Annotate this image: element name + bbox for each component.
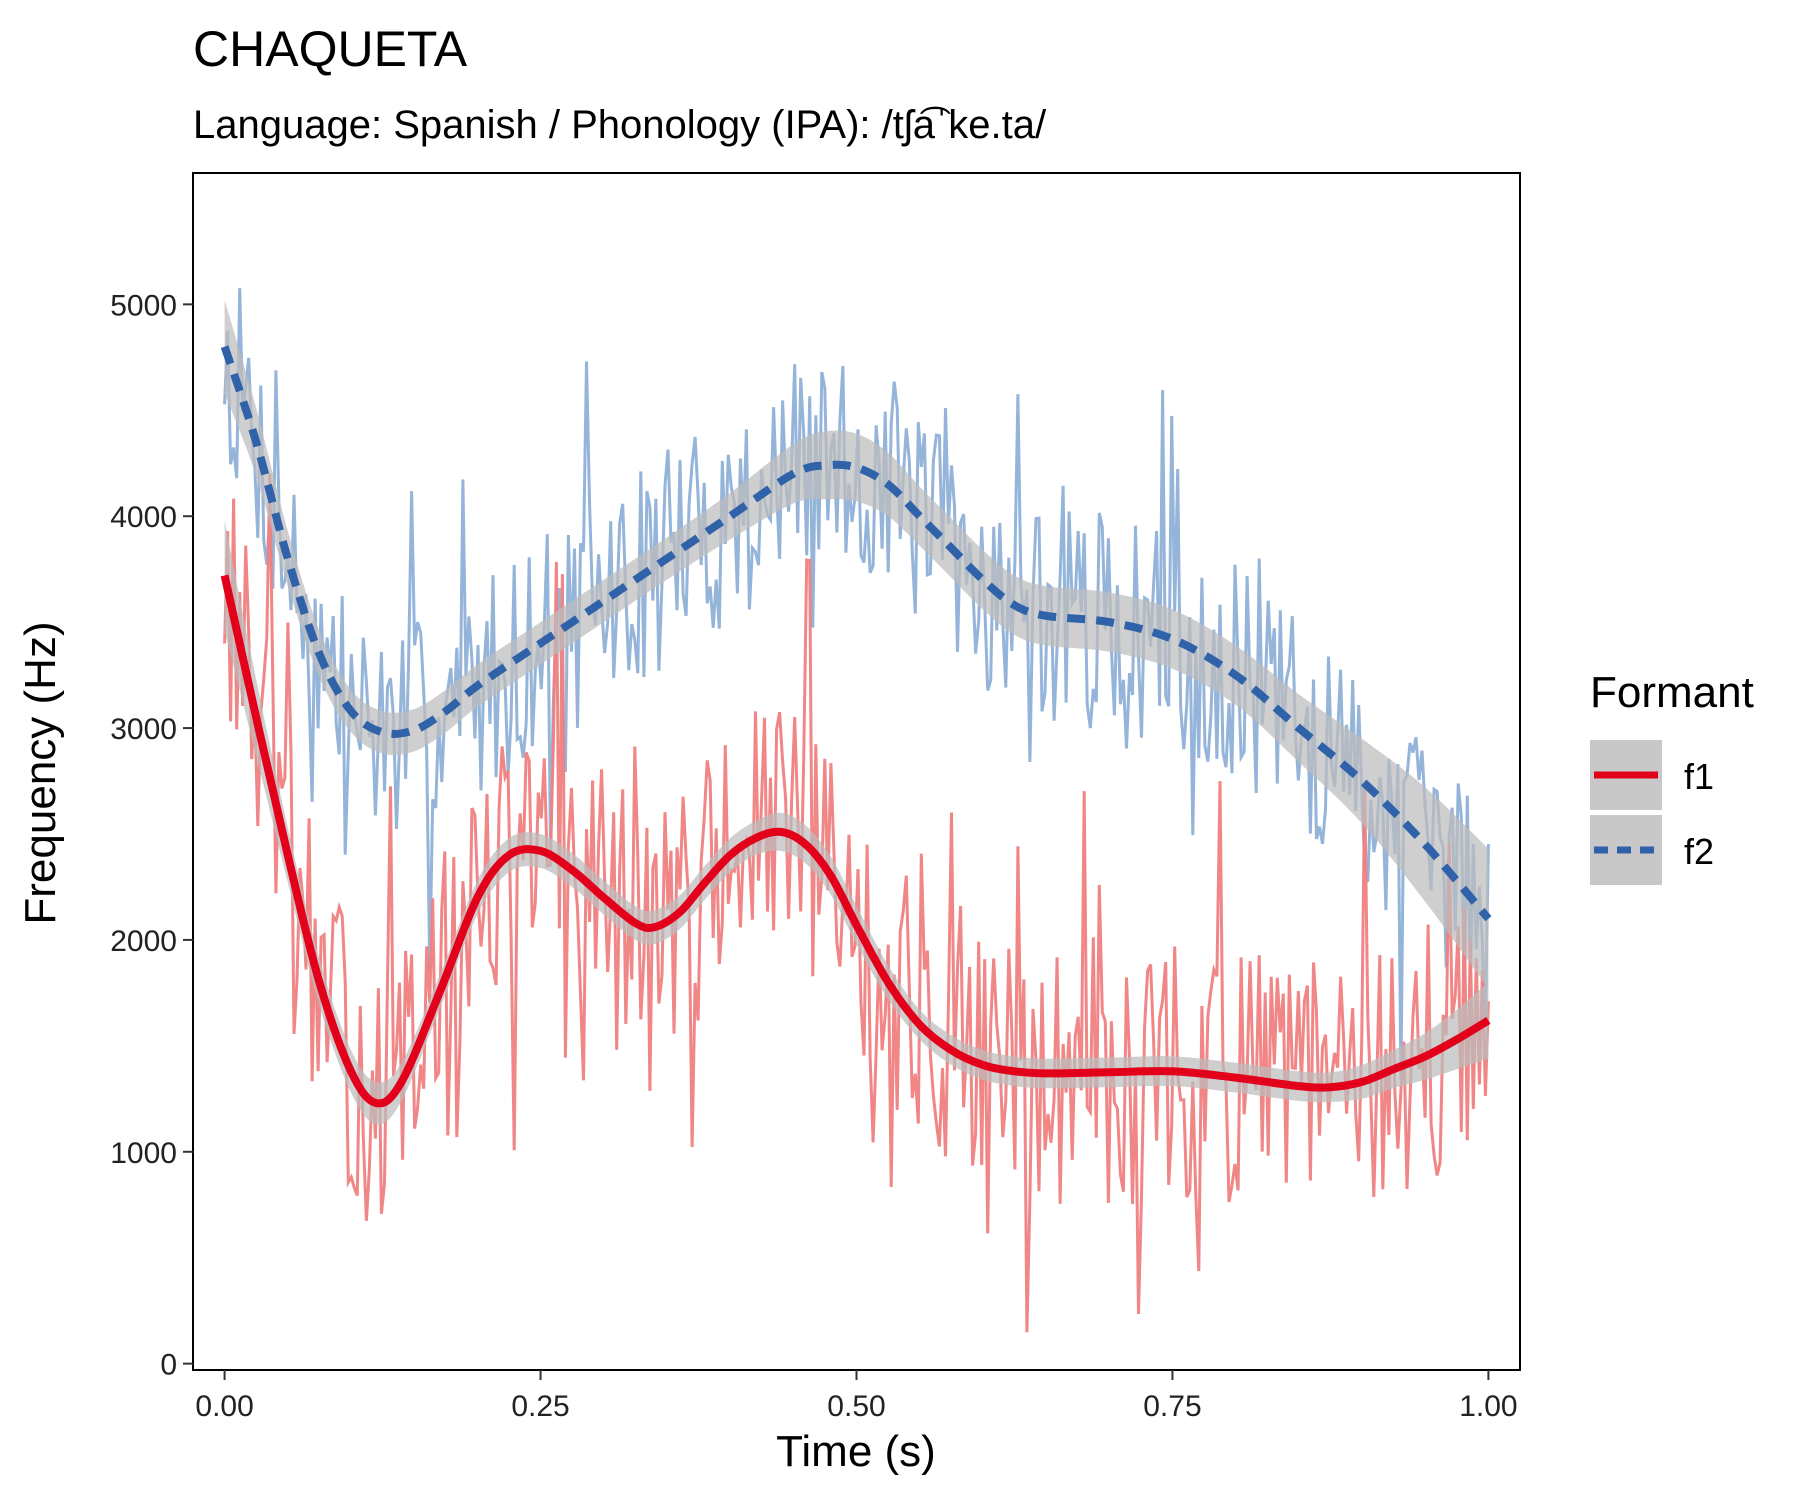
f2-raw-track (223, 288, 1490, 1081)
legend-title: Formant (1590, 668, 1754, 717)
chart-title: CHAQUETA (193, 21, 468, 77)
f2-confidence-band (224, 300, 1489, 989)
y-tick-label: 0 (160, 1349, 177, 1382)
y-tick-label: 5000 (110, 289, 177, 322)
x-tick-label: 1.00 (1459, 1390, 1517, 1423)
y-axis-label: Frequency (Hz) (16, 621, 65, 924)
y-tick-label: 2000 (110, 925, 177, 958)
chart-subtitle: Language: Spanish / Phonology (IPA): /tʃ… (193, 103, 1047, 147)
legend-label-f1: f1 (1684, 756, 1714, 797)
legend-label-f2: f2 (1684, 831, 1714, 872)
legend: Formant f1 f2 (1590, 668, 1754, 885)
x-tick-label: 0.25 (511, 1390, 569, 1423)
f2-smooth-line (220, 345, 1492, 922)
plot-area (220, 288, 1492, 1333)
x-tick-label: 0.75 (1143, 1390, 1201, 1423)
f1-smooth-line (220, 574, 1491, 1108)
x-axis-label: Time (s) (776, 1427, 936, 1476)
x-tick-label: 0.00 (195, 1390, 253, 1423)
x-tick-label: 0.50 (827, 1390, 885, 1423)
axes: 0.00 0.25 0.50 0.75 1.00 0 1000 2000 3000 4000 500… (110, 289, 1517, 1423)
y-tick-label: 4000 (110, 501, 177, 534)
y-tick-label: 3000 (110, 713, 177, 746)
y-tick-label: 1000 (110, 1137, 177, 1170)
